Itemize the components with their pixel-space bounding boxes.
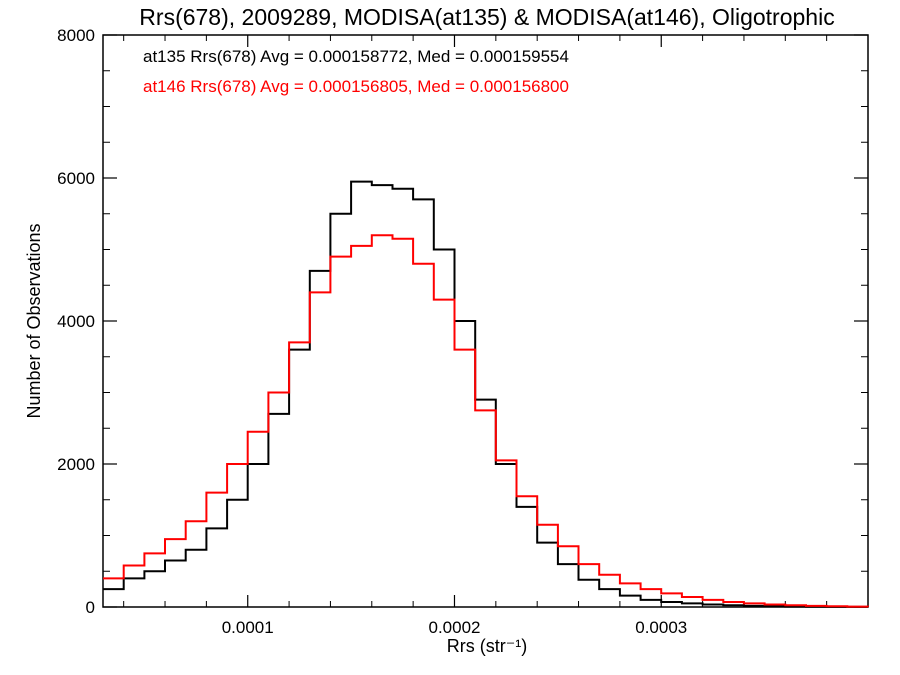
plot-frame	[102, 34, 869, 608]
x-tick-label-1: 0.0002	[428, 618, 480, 637]
chart-title: Rrs(678), 2009289, MODISA(at135) & MODIS…	[139, 4, 834, 30]
axis-tick-labels: 0.0001 0.0002 0.0003 0 2000 4000 6000 8000	[57, 26, 687, 637]
y-tick-label-0: 0	[86, 598, 95, 617]
x-tick-label-0: 0.0001	[222, 618, 274, 637]
y-tick-label-2: 4000	[57, 312, 95, 331]
y-tick-label-1: 2000	[57, 455, 95, 474]
x-tick-label-2: 0.0003	[635, 618, 687, 637]
legend-at146: at146 Rrs(678) Avg = 0.000156805, Med = …	[143, 77, 569, 96]
axis-ticks	[103, 34, 868, 608]
y-axis-label: Number of Observations	[24, 223, 44, 418]
series-line-1	[103, 234, 869, 608]
histogram-series	[103, 180, 869, 608]
series-line-0	[103, 180, 869, 608]
y-tick-label-4: 8000	[57, 26, 95, 45]
x-axis-label: Rrs (str⁻¹)	[447, 636, 527, 656]
legend-at135: at135 Rrs(678) Avg = 0.000158772, Med = …	[143, 47, 569, 66]
y-tick-label-3: 6000	[57, 169, 95, 188]
